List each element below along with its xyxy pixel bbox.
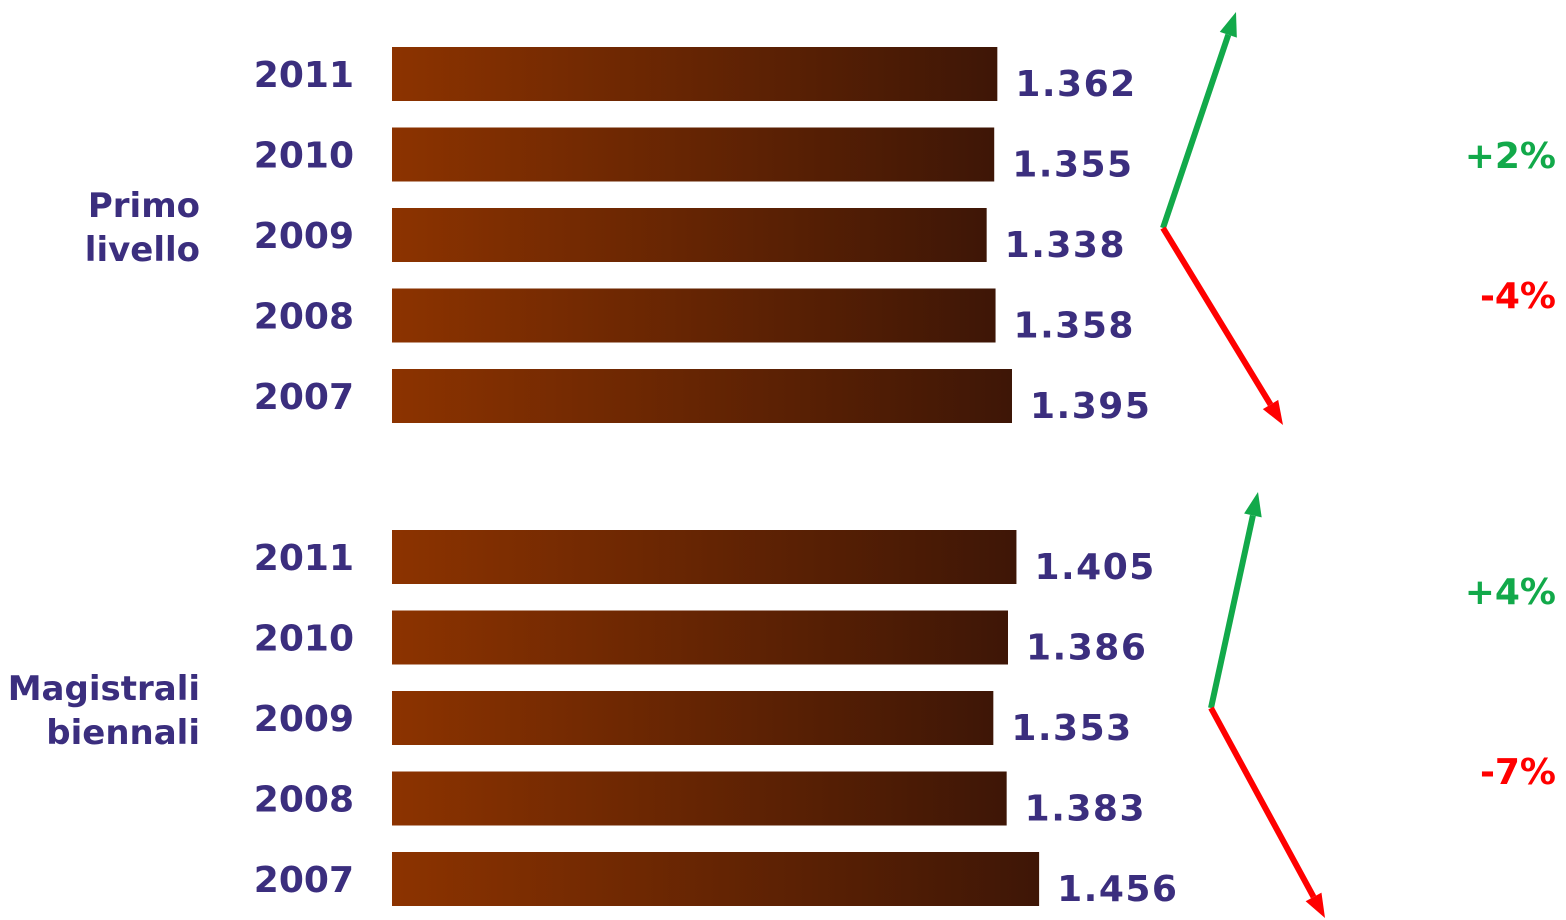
bar-row: 2010 1.355	[254, 127, 1133, 186]
category-label: 2009	[254, 216, 354, 257]
bar-row: 2009 1.353	[254, 691, 1132, 749]
value-label: 1.395	[1030, 386, 1151, 427]
bar	[392, 208, 987, 262]
bar-row: 2007 1.456	[254, 852, 1178, 910]
trend-down-arrow	[1208, 706, 1325, 918]
bar	[392, 530, 1017, 584]
bar-row: 2009 1.338	[254, 208, 1126, 266]
bar-row: 2010 1.386	[254, 610, 1147, 669]
value-label: 1.456	[1057, 869, 1178, 910]
percent-change-label: +2%	[1465, 136, 1556, 177]
bar	[392, 369, 1012, 423]
category-label: 2010	[254, 619, 354, 660]
bar	[392, 691, 994, 745]
category-label: 2011	[254, 538, 354, 579]
value-label: 1.383	[1025, 789, 1146, 830]
bar-row: 2008 1.383	[254, 771, 1146, 830]
group-label-line: biennali	[46, 713, 200, 753]
trend-down-arrow	[1160, 226, 1283, 425]
category-label: 2011	[254, 55, 354, 96]
percent-change-label: +4%	[1465, 572, 1556, 613]
group-label-line: livello	[85, 230, 200, 270]
value-label: 1.362	[1015, 64, 1136, 105]
category-label: 2009	[254, 699, 354, 740]
bar-row: 2008 1.358	[254, 288, 1135, 347]
value-label: 1.353	[1011, 708, 1132, 749]
category-label: 2008	[254, 780, 354, 821]
category-label: 2010	[254, 136, 354, 177]
category-label: 2008	[254, 297, 354, 338]
trend-up-arrow	[1160, 12, 1237, 229]
bar	[392, 610, 1008, 665]
bar	[392, 127, 995, 182]
bar-row: 2011 1.405	[254, 530, 1155, 588]
value-label: 1.386	[1026, 628, 1147, 669]
bar-row: 2011 1.362	[254, 47, 1136, 105]
value-label: 1.405	[1034, 547, 1155, 588]
category-label: 2007	[254, 860, 354, 901]
group-label-line: Primo	[88, 186, 200, 226]
bar-row: 2007 1.395	[254, 369, 1151, 427]
bar	[392, 47, 998, 101]
bar	[392, 771, 1007, 826]
value-label: 1.338	[1005, 225, 1126, 266]
trend-up-arrow	[1208, 492, 1262, 709]
bar	[392, 288, 996, 343]
value-label: 1.358	[1014, 306, 1135, 347]
percent-change-label: -7%	[1480, 752, 1556, 793]
category-label: 2007	[254, 377, 354, 418]
value-label: 1.355	[1012, 145, 1133, 186]
bar	[392, 852, 1040, 906]
percent-change-label: -4%	[1480, 276, 1556, 317]
group-label-line: Magistrali	[8, 669, 200, 709]
